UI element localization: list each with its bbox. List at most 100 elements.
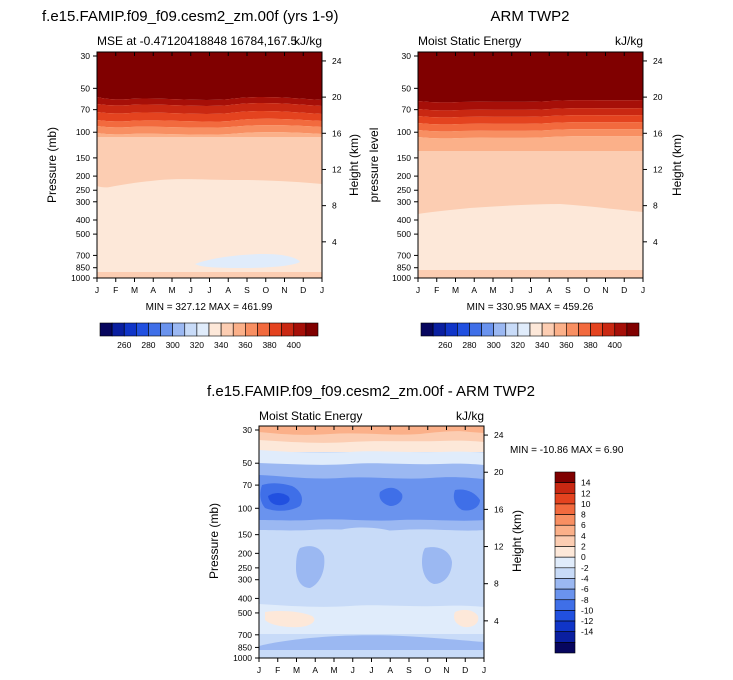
colorbar-swatch [208, 322, 222, 337]
pressure-tick-label: 300 [76, 197, 90, 207]
colorbar-tick-label: 320 [190, 340, 204, 350]
colorbar-swatch [554, 546, 576, 558]
colorbar-swatch [554, 524, 576, 537]
month-tick-label: S [244, 285, 250, 295]
height-tick-label: 20 [494, 467, 504, 477]
pressure-tick-label: 850 [397, 263, 411, 273]
colorbar-swatch [554, 567, 576, 579]
month-tick-label: J [416, 285, 420, 295]
pressure-tick-label: 700 [397, 250, 411, 260]
pressure-tick-label: 50 [402, 83, 412, 93]
colorbar-swatch [269, 322, 282, 337]
pressure-tick-label: 70 [243, 480, 253, 490]
colorbar-swatch [614, 322, 628, 337]
fill-level-400 [97, 52, 322, 100]
colorbar-swatch [420, 322, 434, 337]
fill-level-neg2-surface [259, 650, 484, 658]
colorbar-tick-label: -6 [581, 584, 589, 594]
colorbar-swatch [554, 599, 576, 611]
colorbar-swatch [457, 322, 470, 337]
pressure-tick-label: 1000 [233, 653, 252, 663]
pressure-tick-label: 850 [76, 263, 90, 273]
colorbar-swatch [553, 322, 567, 337]
colorbar-tick-label: 14 [581, 478, 591, 488]
colorbar-swatch [493, 322, 507, 337]
month-tick-label: F [113, 285, 118, 295]
month-tick-label: J [320, 285, 324, 295]
panel-diff-ylabel: Pressure (mb) [207, 503, 221, 579]
pressure-tick-label: 70 [402, 105, 412, 115]
colorbar-swatch [481, 322, 494, 337]
height-tick-label: 12 [494, 542, 504, 552]
month-tick-label: M [131, 285, 138, 295]
colorbar-swatch [305, 322, 319, 337]
colorbar-swatch [554, 471, 576, 483]
month-tick-label: J [510, 285, 514, 295]
month-tick-label: A [312, 665, 318, 675]
panel-model-contours [97, 52, 322, 278]
colorbar-tick-label: 260 [438, 340, 452, 350]
month-tick-label: S [565, 285, 571, 295]
height-tick-label: 24 [332, 56, 342, 66]
colorbar-tick-label: 280 [141, 340, 155, 350]
pressure-tick-label: 250 [397, 185, 411, 195]
colorbar-tick-label: 360 [238, 340, 252, 350]
pressure-tick-label: 150 [397, 153, 411, 163]
colorbar-swatch [257, 322, 270, 337]
panel-obs-units: kJ/kg [615, 34, 643, 48]
fill-level-345 [418, 136, 643, 151]
height-tick-label: 8 [332, 201, 337, 211]
pressure-tick-label: 400 [238, 593, 252, 603]
pressure-tick-label: 1000 [392, 273, 411, 283]
fill-level-pos1-b [265, 611, 315, 628]
month-tick-label: A [471, 285, 477, 295]
colorbar-tick-label: 360 [559, 340, 573, 350]
colorbar-swatch [220, 322, 234, 337]
colorbar-swatch [554, 492, 576, 505]
height-tick-label: 8 [494, 579, 499, 589]
colorbar-swatch [444, 322, 458, 337]
colorbar-swatch [578, 322, 591, 337]
month-tick-label: D [621, 285, 627, 295]
pressure-tick-label: 50 [81, 83, 91, 93]
colorbar-tick-label: 400 [608, 340, 622, 350]
pressure-tick-label: 30 [243, 425, 253, 435]
pressure-tick-label: 700 [238, 630, 252, 640]
colorbar-swatch [554, 503, 576, 515]
colorbar-tick-label: -14 [581, 627, 594, 637]
pressure-tick-label: 250 [238, 563, 252, 573]
pressure-tick-label: 400 [76, 215, 90, 225]
height-tick-label: 12 [653, 164, 663, 174]
pressure-tick-label: 100 [397, 127, 411, 137]
colorbar-swatch [123, 322, 137, 337]
pressure-tick-label: 200 [397, 171, 411, 181]
pressure-tick-label: 300 [397, 197, 411, 207]
colorbar-tick-label: 300 [166, 340, 180, 350]
month-tick-label: A [150, 285, 156, 295]
fill-level-360 [418, 122, 643, 132]
colorbar-tick-label: 380 [583, 340, 597, 350]
month-tick-label: J [207, 285, 211, 295]
fill-level-400 [418, 52, 643, 103]
colorbar-swatch [554, 610, 576, 622]
colorbar-swatch [554, 514, 576, 526]
month-tick-label: A [546, 285, 552, 295]
fill-level-340 [97, 137, 322, 188]
colorbar-swatch [505, 322, 519, 337]
panel-obs-y2label: Height (km) [670, 134, 684, 196]
colorbar-tick-label: -8 [581, 595, 589, 605]
month-tick-label: M [489, 285, 496, 295]
month-tick-label: N [281, 285, 287, 295]
fill-level-370 [97, 111, 322, 122]
colorbar-swatch [136, 322, 149, 337]
colorbar-swatch [554, 620, 576, 633]
month-tick-label: S [406, 665, 412, 675]
height-tick-label: 8 [653, 201, 658, 211]
fill-level-neg8-b [379, 487, 403, 506]
pressure-tick-label: 70 [81, 105, 91, 115]
panel-diff-y2label: Height (km) [510, 510, 524, 572]
panel-model-stats: MIN = 327.12 MAX = 461.99 [146, 302, 273, 313]
colorbar-swatch [554, 631, 576, 643]
